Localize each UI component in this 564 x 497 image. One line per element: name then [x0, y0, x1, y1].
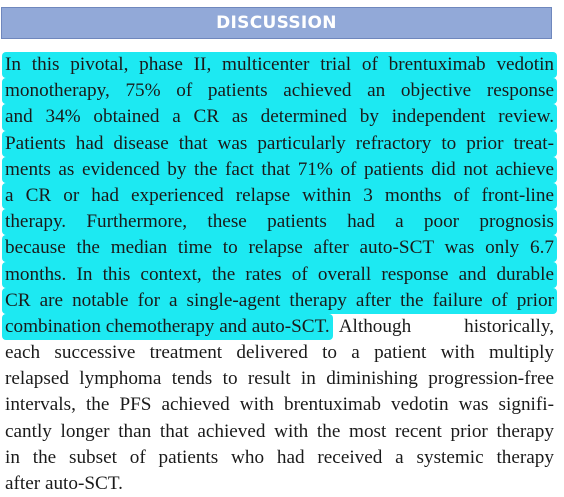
text-line: In this pivotal, phase II, multicenter t… — [2, 52, 557, 79]
highlighted-text: therapy. Furthermore, these patients had… — [2, 209, 557, 236]
text-line: cantly longer than that achieved with th… — [5, 420, 554, 442]
discussion-paragraph: In this pivotal, phase II, multicenter t… — [2, 52, 557, 497]
text-line: monotherapy, 75% of patients achieved an… — [2, 78, 557, 105]
text-line: intervals, the PFS achieved with brentux… — [5, 394, 554, 416]
text-line: because the median time to relapse after… — [2, 235, 557, 262]
text-line: therapy. Furthermore, these patients had… — [2, 209, 557, 236]
highlighted-text: months. In this context, the rates of ov… — [2, 261, 557, 288]
highlighted-text: combination chemotherapy and auto-SCT. — [2, 313, 333, 341]
text-line: and 34% obtained a CR as determined by i… — [2, 104, 557, 131]
section-title: DISCUSSION — [216, 13, 337, 33]
text-line: Patients had disease that was particular… — [2, 130, 557, 157]
highlighted-text: monotherapy, 75% of patients achieved an… — [2, 78, 557, 105]
text-line: relapsed lymphoma tends to result in dim… — [5, 368, 554, 390]
highlighted-text: and 34% obtained a CR as determined by i… — [2, 104, 557, 131]
section-header-bar: DISCUSSION — [1, 7, 552, 39]
text-line-mixed: combination chemotherapy and auto-SCT. A… — [2, 313, 554, 341]
text-line: a CR or had experienced relapse within 3… — [2, 182, 557, 210]
plain-text: Although historically, — [338, 315, 554, 337]
highlighted-text: In this pivotal, phase II, multicenter t… — [2, 52, 557, 79]
highlighted-text: Patients had disease that was particular… — [2, 130, 557, 157]
highlighted-text: CR are notable for a single-agent therap… — [2, 287, 557, 314]
highlighted-text: because the median time to relapse after… — [2, 235, 557, 262]
highlighted-text: ments as evidenced by the fact that 71% … — [2, 156, 557, 183]
text-line-last: after auto-SCT. — [5, 473, 123, 494]
text-line: CR are notable for a single-agent therap… — [2, 287, 557, 314]
highlighted-text: a CR or had experienced relapse within 3… — [2, 182, 557, 210]
text-line: months. In this context, the rates of ov… — [2, 261, 557, 288]
text-line: ments as evidenced by the fact that 71% … — [2, 156, 557, 183]
text-line: in the subset of patients who had receiv… — [5, 446, 554, 468]
text-line: each successive treatment delivered to a… — [5, 342, 554, 364]
